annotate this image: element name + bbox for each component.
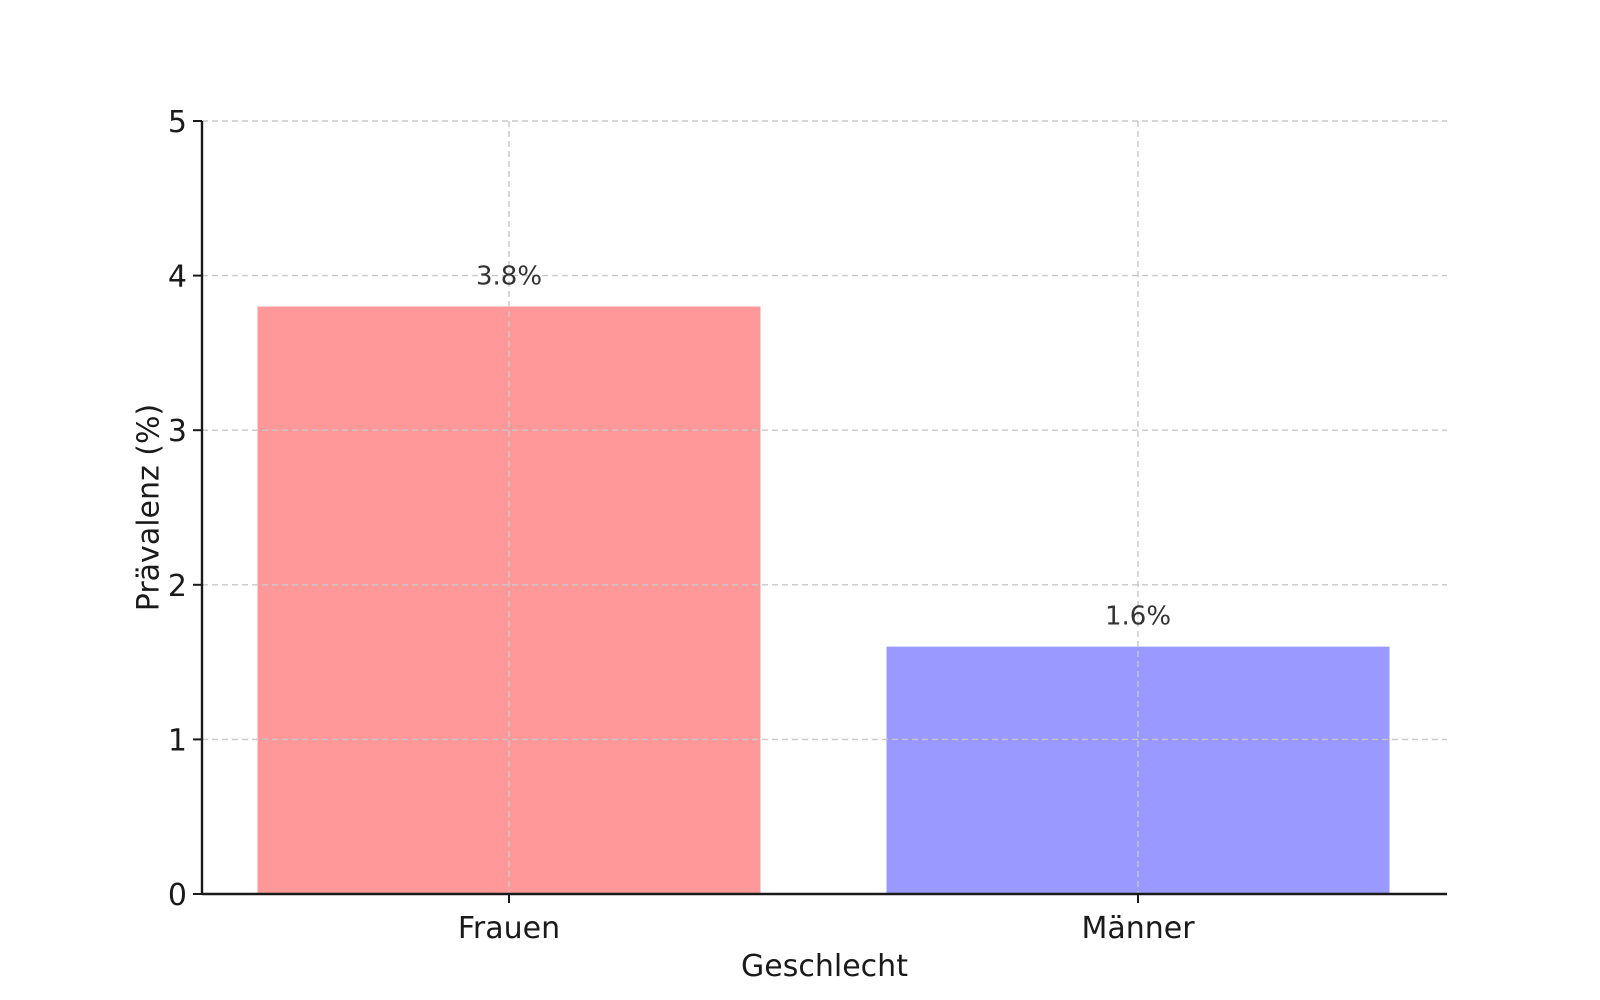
y-tick-label: 3 (168, 414, 187, 449)
y-tick-label: 2 (168, 569, 187, 604)
y-axis-title: Prävalenz (%) (132, 404, 167, 611)
x-axis-title: Geschlecht (741, 949, 908, 984)
x-tick-label: Frauen (458, 911, 560, 946)
axis-layer (193, 120, 1447, 903)
y-tick-label: 0 (168, 878, 187, 913)
x-tick-label: Männer (1081, 911, 1195, 946)
bar-layer (257, 306, 1390, 894)
y-tick-label: 5 (168, 105, 187, 140)
bar-value-label: 1.6% (1105, 602, 1171, 632)
y-tick-label: 4 (168, 260, 187, 295)
bar-value-label: 3.8% (476, 262, 542, 292)
label-layer: 0 1 2 3 4 5 Frauen 3.8% Männer 1.6% (168, 105, 1195, 946)
y-tick-label: 1 (168, 723, 187, 758)
